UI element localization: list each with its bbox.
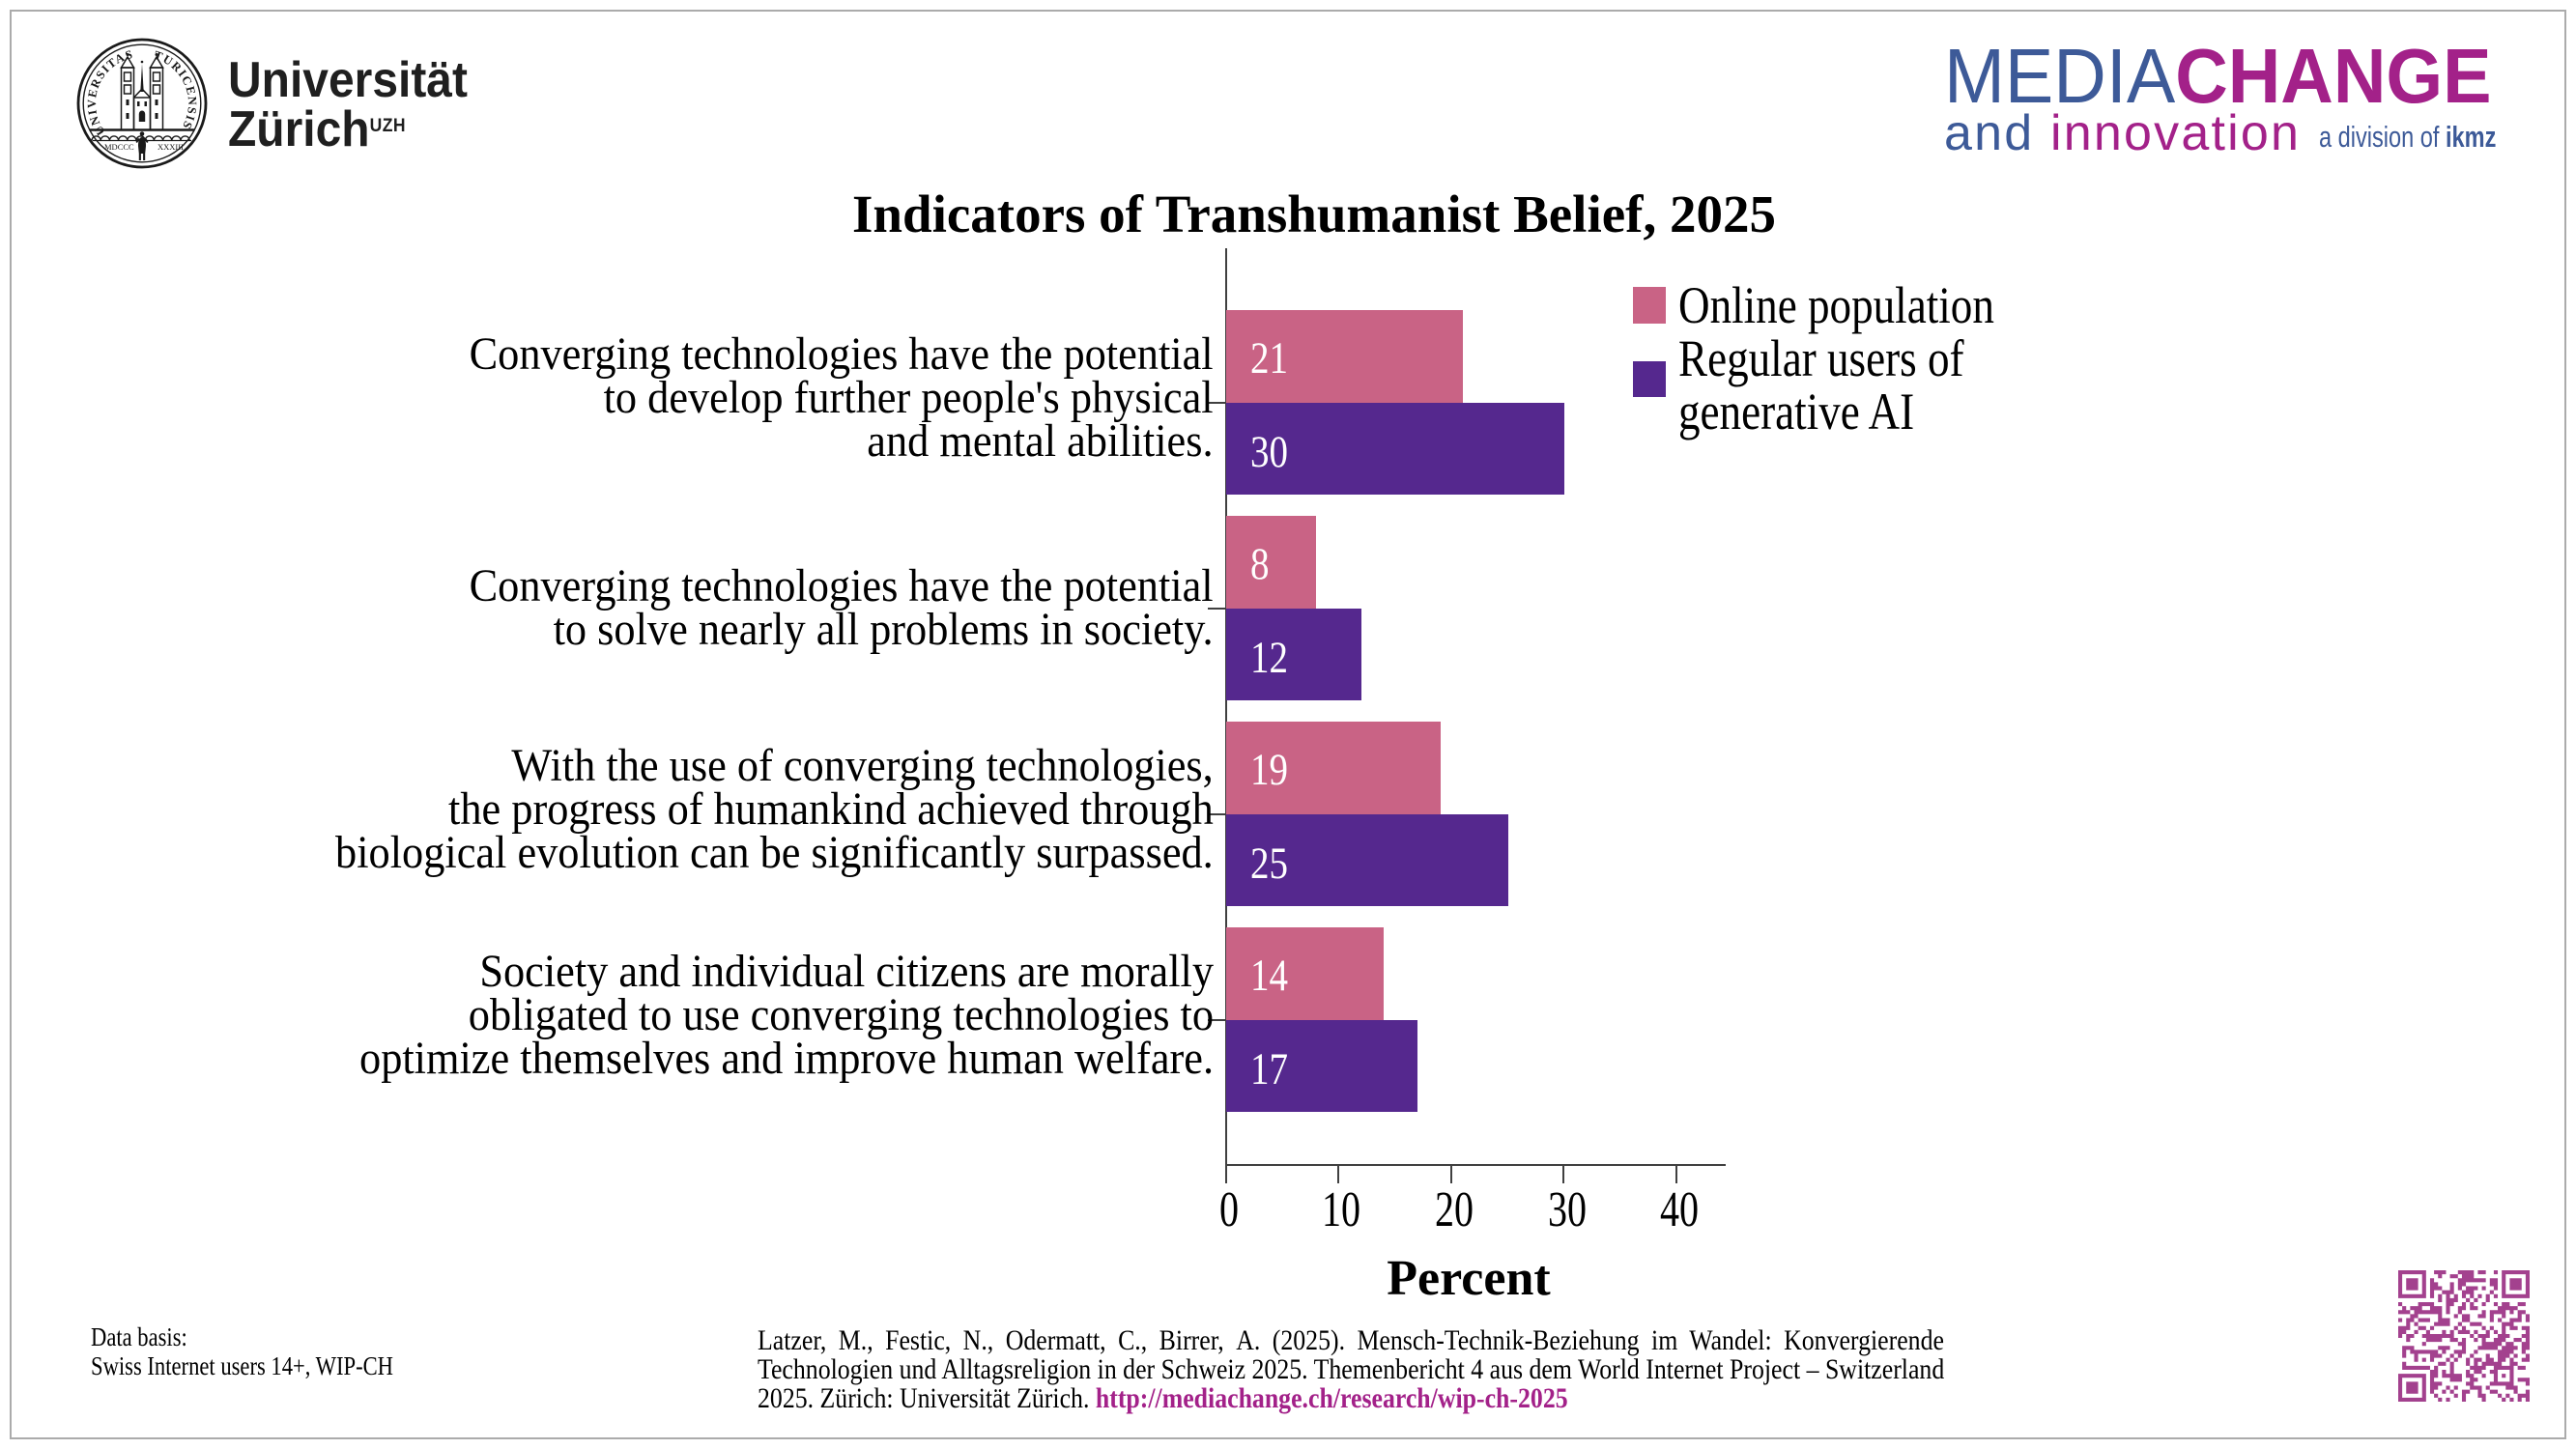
svg-text:MDCCC: MDCCC — [104, 142, 134, 152]
svg-text:UNIVERSITAS: UNIVERSITAS — [85, 47, 135, 138]
svg-text:XXXIII: XXXIII — [157, 142, 184, 152]
